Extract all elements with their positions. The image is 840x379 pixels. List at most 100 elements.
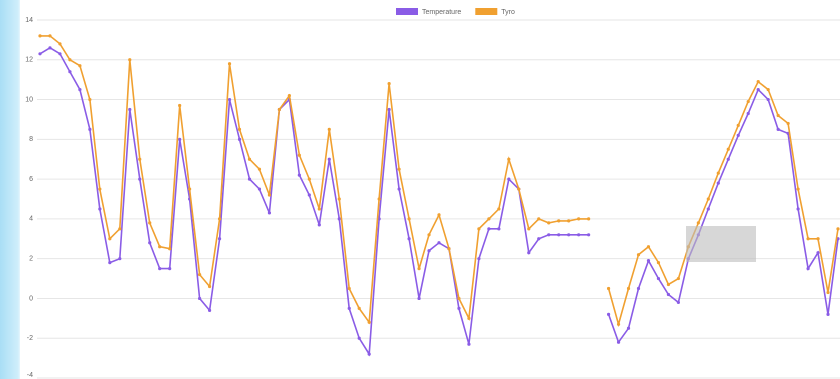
data-point (567, 233, 571, 237)
data-point (257, 167, 262, 171)
data-point (676, 300, 681, 305)
data-point (217, 237, 222, 241)
data-point (437, 241, 441, 245)
data-point (537, 237, 541, 241)
data-point (646, 259, 651, 263)
data-point (507, 157, 511, 161)
data-point (108, 237, 112, 241)
data-point (148, 221, 152, 225)
data-point (227, 62, 232, 66)
data-point (726, 147, 730, 151)
data-point (297, 173, 301, 177)
data-point (527, 251, 531, 255)
data-point (636, 286, 641, 291)
data-point (796, 207, 800, 211)
legend-label: Temperature (422, 9, 461, 16)
data-point (507, 177, 511, 181)
data-point (307, 177, 311, 181)
legend: Temperature Tyro (396, 8, 515, 16)
y-tick-label: -2 (27, 335, 33, 342)
data-point (207, 284, 212, 289)
data-point (198, 272, 202, 277)
data-point (198, 296, 202, 301)
data-point (377, 197, 381, 201)
data-point (108, 261, 112, 265)
data-point (706, 197, 710, 201)
data-point (736, 123, 740, 128)
data-point (467, 342, 471, 346)
data-point (347, 286, 351, 291)
data-point (427, 233, 431, 237)
data-point (756, 80, 760, 84)
y-tick-label: 0 (29, 295, 33, 302)
data-point (587, 233, 591, 237)
y-tick-label: 2 (29, 256, 33, 263)
data-point (527, 227, 531, 231)
data-point (646, 245, 651, 249)
data-point (407, 237, 411, 241)
data-point (497, 207, 501, 211)
data-point (138, 177, 142, 181)
data-point (756, 88, 760, 92)
data-point (547, 221, 551, 225)
data-point (188, 187, 192, 191)
data-point (816, 251, 820, 255)
data-point (267, 211, 272, 215)
data-point (68, 58, 72, 62)
y-tick-label: 4 (29, 216, 33, 223)
data-point (776, 113, 780, 118)
chart-panel (20, 0, 840, 379)
data-point (58, 42, 62, 46)
data-point (98, 187, 102, 191)
data-point (746, 111, 750, 116)
data-point (277, 107, 281, 112)
y-tick-label: 14 (25, 17, 33, 24)
data-point (766, 88, 770, 92)
data-point (736, 133, 740, 137)
data-point (158, 267, 162, 271)
data-point (367, 320, 371, 324)
data-point (317, 223, 321, 227)
data-point (397, 167, 401, 171)
data-point (78, 64, 82, 68)
data-point (567, 219, 571, 223)
data-point (497, 227, 501, 231)
data-point (457, 306, 461, 310)
y-tick-label: 8 (29, 136, 33, 143)
y-tick-label: 10 (25, 96, 33, 103)
data-point (287, 93, 291, 98)
data-point (367, 352, 371, 356)
series-line (40, 35, 839, 328)
data-point (656, 276, 661, 281)
data-point (806, 267, 810, 271)
data-point (237, 127, 242, 131)
data-point (826, 312, 830, 316)
data-point (257, 187, 262, 191)
data-point (666, 282, 671, 287)
data-point (387, 107, 391, 112)
y-tick-label: -4 (27, 372, 33, 379)
data-point (48, 46, 52, 50)
data-point (237, 137, 242, 141)
data-point (68, 70, 72, 74)
data-point (626, 326, 631, 330)
data-point (776, 127, 780, 131)
data-point (706, 207, 710, 211)
data-point (796, 187, 800, 191)
data-point (178, 137, 182, 141)
data-point (716, 181, 720, 185)
data-point (696, 221, 700, 225)
data-point (407, 217, 411, 221)
data-point (347, 306, 351, 310)
data-point (487, 217, 491, 221)
data-point (766, 97, 770, 102)
data-point (118, 257, 122, 261)
data-point (477, 227, 481, 231)
data-point (826, 290, 830, 295)
data-point (397, 187, 401, 191)
data-point (587, 217, 591, 221)
data-point (148, 241, 152, 245)
y-tick-label: 6 (29, 176, 33, 183)
data-point (606, 312, 611, 316)
